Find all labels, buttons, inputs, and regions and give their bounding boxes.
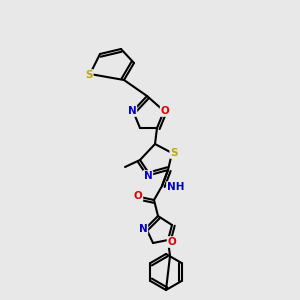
Text: NH: NH xyxy=(167,182,184,192)
Text: O: O xyxy=(160,106,169,116)
Text: S: S xyxy=(85,70,93,80)
Text: S: S xyxy=(170,148,178,158)
Text: N: N xyxy=(128,106,136,116)
Text: N: N xyxy=(144,171,152,181)
Text: N: N xyxy=(139,224,147,234)
Text: O: O xyxy=(168,237,176,247)
Text: O: O xyxy=(134,191,142,201)
